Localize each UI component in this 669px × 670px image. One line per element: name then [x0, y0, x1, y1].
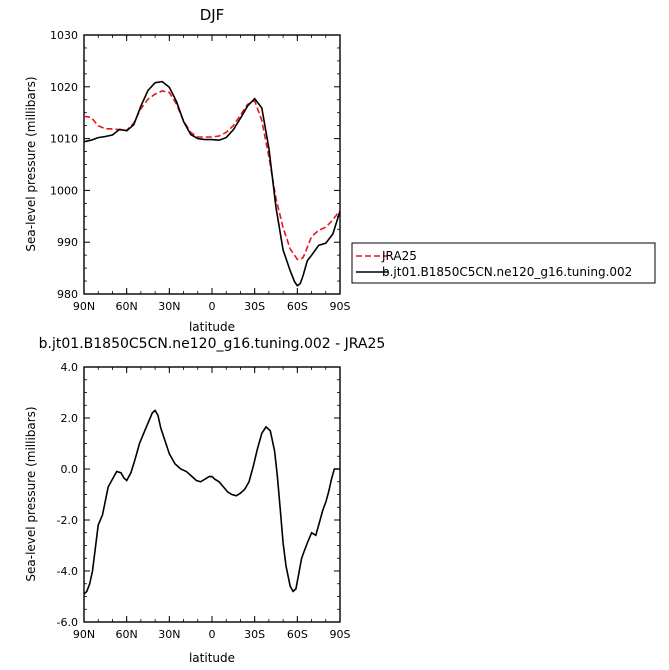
legend-box — [351, 242, 656, 284]
x-tick-label: 60S — [287, 300, 308, 313]
y-tick-label: -2.0 — [57, 514, 78, 527]
y-tick-label: 990 — [57, 236, 78, 249]
x-tick-label: 90N — [73, 628, 95, 641]
series-layer-top — [83, 80, 341, 287]
y-tick-label: 1010 — [50, 133, 78, 146]
legend-label-model: b.jt01.B1850C5CN.ne120_g16.tuning.002 — [382, 265, 632, 279]
y-tick-label: -4.0 — [57, 565, 78, 578]
x-axis-label-bottom: latitude — [189, 651, 235, 665]
plot-frame-bottom — [83, 366, 341, 623]
legend: JRA25 b.jt01.B1850C5CN.ne120_g16.tuning.… — [351, 242, 656, 284]
x-tick-label: 30S — [244, 300, 265, 313]
x-axis-label-top: latitude — [189, 320, 235, 334]
legend-label-jra25: JRA25 — [381, 249, 417, 263]
bottom-panel: b.jt01.B1850C5CN.ne120_g16.tuning.002 - … — [24, 336, 385, 665]
y-tick-label: 1000 — [50, 184, 78, 197]
y-axis-label-bottom: Sea-level pressure (millibars) — [24, 406, 38, 581]
top-panel: DJF 90N 60N 30N 0 30S 60S 90S 980 990 1000 1010 102… — [24, 6, 351, 334]
y-tick-label: 1030 — [50, 29, 78, 42]
series-line-1-0 — [83, 409, 340, 595]
plot-frame-top — [83, 34, 341, 295]
tick-layer-top: 90N 60N 30N 0 30S 60S 90S 980 990 1000 1010 1020 103… — [50, 29, 351, 313]
chart-title-bottom: b.jt01.B1850C5CN.ne120_g16.tuning.002 - … — [39, 336, 386, 352]
y-tick-label: 4.0 — [61, 361, 79, 374]
x-tick-label: 30N — [158, 628, 180, 641]
y-axis-label-top: Sea-level pressure (millibars) — [24, 76, 38, 251]
x-tick-label: 90S — [330, 628, 351, 641]
y-tick-label: 2.0 — [61, 412, 79, 425]
series-layer-bottom — [83, 409, 340, 595]
series-line-0-0 — [83, 90, 341, 261]
x-tick-label: 60S — [287, 628, 308, 641]
chart-title-top: DJF — [200, 6, 225, 24]
x-tick-label: 90N — [73, 300, 95, 313]
y-tick-label: 980 — [57, 288, 78, 301]
y-tick-label: 1020 — [50, 81, 78, 94]
series-line-0-1 — [83, 80, 341, 287]
y-tick-label: -6.0 — [57, 616, 78, 629]
x-tick-label: 30S — [244, 628, 265, 641]
y-tick-label: 0.0 — [61, 463, 79, 476]
x-tick-label: 90S — [330, 300, 351, 313]
x-tick-label: 60N — [116, 300, 138, 313]
x-tick-label: 30N — [158, 300, 180, 313]
x-tick-label: 0 — [209, 300, 216, 313]
tick-layer-bottom: 90N 60N 30N 0 30S 60S 90S -6.0 -4.0 -2.0 0.0 2.0 4.0 — [57, 361, 351, 641]
x-tick-label: 0 — [209, 628, 216, 641]
x-tick-label: 60N — [116, 628, 138, 641]
